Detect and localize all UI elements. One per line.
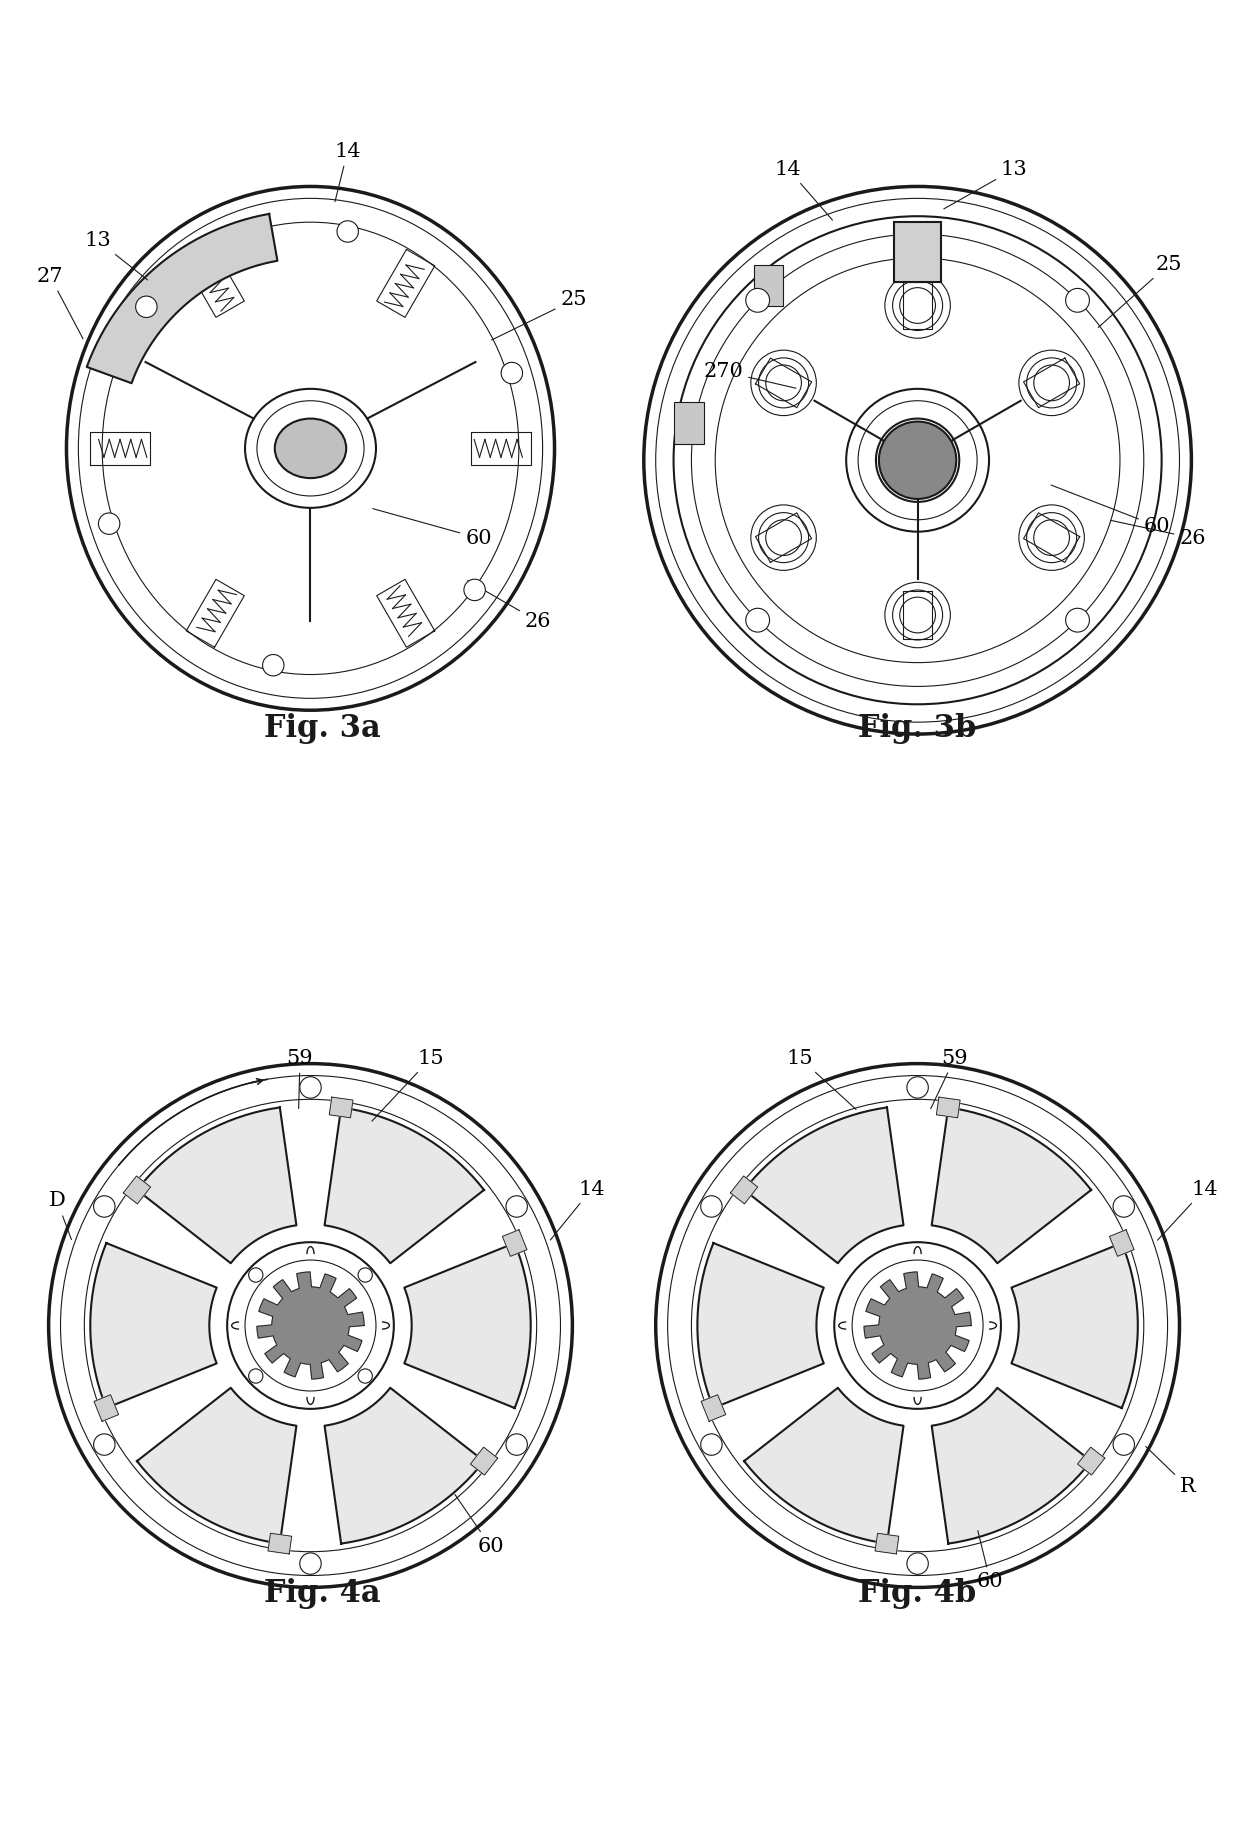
Circle shape (300, 1077, 321, 1097)
Text: 60: 60 (455, 1495, 503, 1556)
Text: Fig. 4a: Fig. 4a (264, 1578, 381, 1609)
Bar (894, 223, 941, 282)
Circle shape (745, 289, 770, 313)
Text: 59: 59 (286, 1049, 314, 1108)
Circle shape (337, 221, 358, 243)
Polygon shape (701, 1395, 725, 1421)
Polygon shape (1012, 1243, 1138, 1408)
Ellipse shape (275, 418, 346, 479)
Text: 60: 60 (1052, 484, 1171, 536)
Text: 15: 15 (786, 1049, 856, 1110)
Polygon shape (875, 1534, 899, 1554)
Circle shape (1065, 608, 1090, 631)
Polygon shape (87, 214, 278, 383)
Circle shape (1114, 1197, 1135, 1217)
Text: Fig. 3a: Fig. 3a (264, 712, 381, 744)
Polygon shape (1078, 1447, 1105, 1475)
Text: 60: 60 (977, 1530, 1003, 1591)
Polygon shape (931, 1108, 1091, 1263)
Text: 26: 26 (1111, 521, 1207, 547)
Polygon shape (502, 1230, 527, 1256)
Text: Fig. 3b: Fig. 3b (858, 712, 977, 744)
Text: 14: 14 (1158, 1180, 1218, 1241)
Polygon shape (1110, 1230, 1135, 1256)
Circle shape (1065, 289, 1090, 313)
Text: 26: 26 (467, 580, 552, 631)
Text: 25: 25 (491, 291, 587, 341)
Text: 13: 13 (944, 160, 1028, 208)
Circle shape (501, 363, 522, 383)
Text: Fig. 4b: Fig. 4b (858, 1578, 977, 1609)
Text: 14: 14 (551, 1180, 605, 1241)
Circle shape (701, 1434, 722, 1454)
Text: 60: 60 (373, 508, 492, 547)
Polygon shape (257, 1272, 365, 1379)
Circle shape (93, 1197, 115, 1217)
Polygon shape (936, 1097, 960, 1117)
Text: 14: 14 (335, 142, 361, 203)
Circle shape (358, 1370, 372, 1383)
Polygon shape (744, 1388, 904, 1543)
Polygon shape (325, 1108, 484, 1263)
Polygon shape (136, 1388, 296, 1543)
Polygon shape (91, 1243, 217, 1408)
Text: 13: 13 (84, 230, 148, 280)
Polygon shape (123, 1176, 150, 1204)
Circle shape (300, 1554, 321, 1574)
Polygon shape (864, 1272, 971, 1379)
Text: R: R (1146, 1447, 1195, 1497)
Polygon shape (94, 1395, 119, 1421)
Polygon shape (931, 1388, 1091, 1543)
Polygon shape (744, 1108, 904, 1263)
Text: 25: 25 (1099, 254, 1182, 328)
Circle shape (1114, 1434, 1135, 1454)
Polygon shape (697, 1243, 823, 1408)
Polygon shape (730, 1176, 758, 1204)
Circle shape (249, 1268, 263, 1281)
Polygon shape (325, 1388, 484, 1543)
Circle shape (879, 422, 956, 499)
Polygon shape (404, 1243, 531, 1408)
Text: 14: 14 (775, 160, 832, 221)
Text: D: D (48, 1191, 72, 1239)
Circle shape (464, 580, 485, 600)
Text: 27: 27 (37, 267, 83, 339)
Bar (754, 265, 784, 306)
Text: 15: 15 (372, 1049, 444, 1121)
Circle shape (506, 1434, 527, 1454)
Circle shape (745, 608, 770, 631)
Circle shape (506, 1197, 527, 1217)
Circle shape (93, 1434, 115, 1454)
Circle shape (906, 1077, 929, 1097)
Circle shape (263, 655, 284, 676)
Bar (675, 401, 704, 444)
Circle shape (358, 1268, 372, 1281)
Text: 270: 270 (703, 363, 796, 388)
Polygon shape (470, 1447, 497, 1475)
Polygon shape (268, 1534, 291, 1554)
Circle shape (249, 1370, 263, 1383)
Polygon shape (136, 1108, 296, 1263)
Polygon shape (330, 1097, 353, 1117)
Circle shape (701, 1197, 722, 1217)
Circle shape (98, 514, 120, 534)
Circle shape (906, 1554, 929, 1574)
Text: 59: 59 (931, 1049, 968, 1108)
Circle shape (135, 296, 157, 317)
